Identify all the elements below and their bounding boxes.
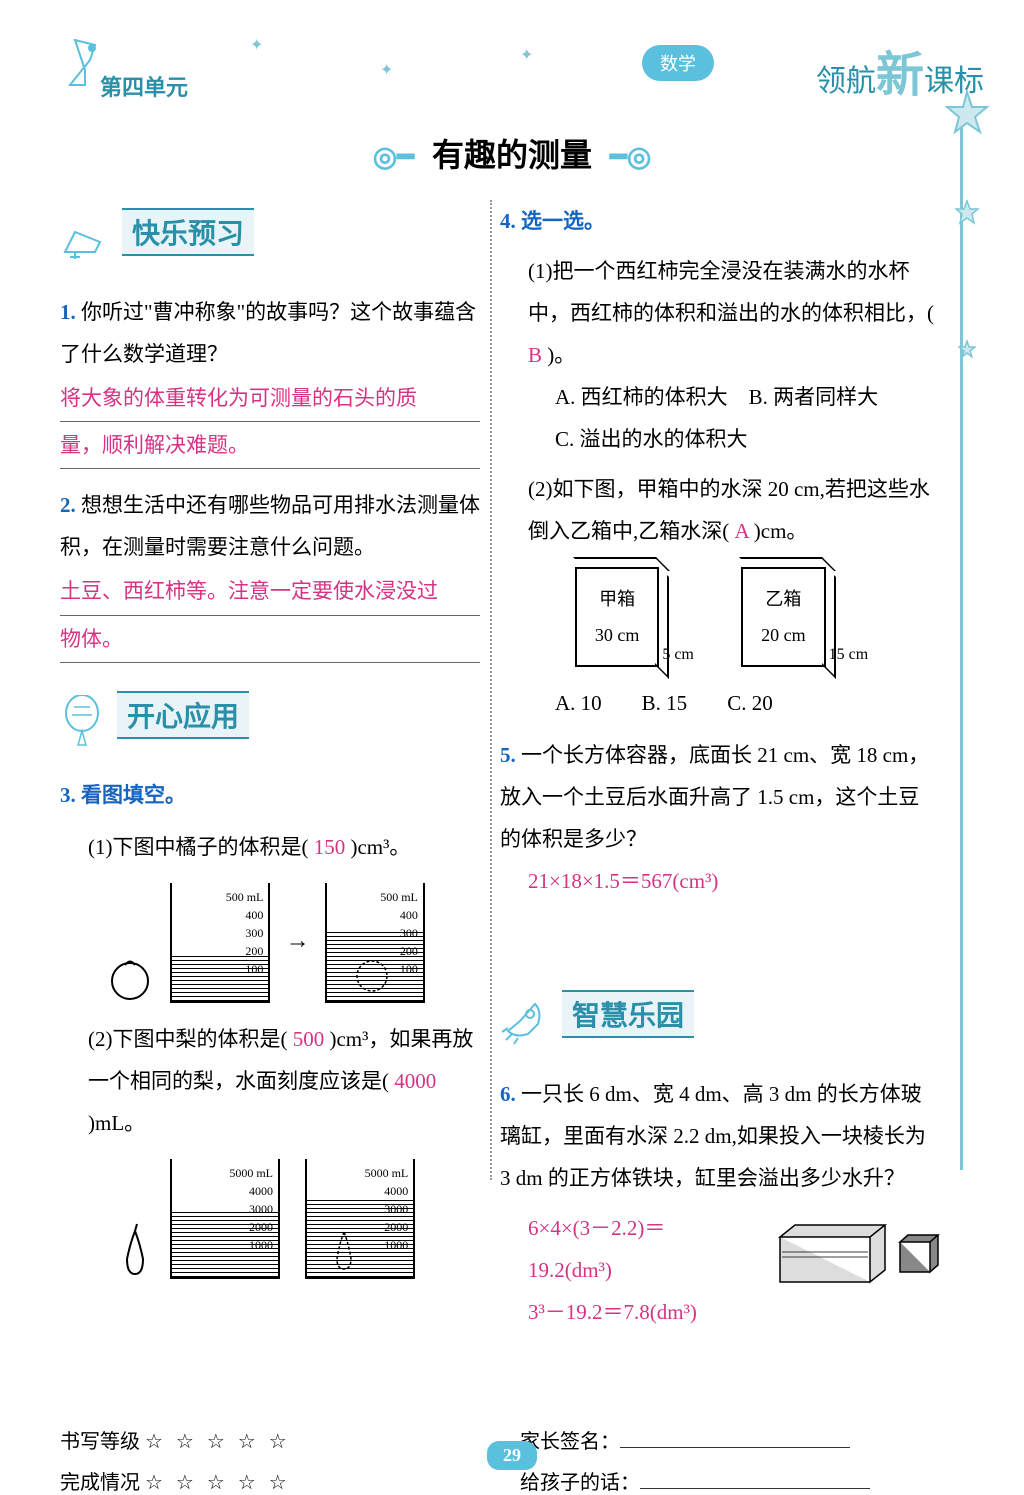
rocket-icon — [500, 996, 550, 1046]
q-num: 2. — [60, 493, 76, 517]
footer-label: 书写等级 — [60, 1431, 140, 1453]
answer: A — [735, 519, 749, 543]
question-1: 1. 你听过"曹冲称象"的故事吗？这个故事蕴含了什么数学道理？ 将大象的体重转化… — [60, 291, 480, 469]
swirl-icon: ━◎ — [610, 140, 651, 174]
section-1: 快乐预习 — [60, 200, 480, 271]
q-num: 3. — [60, 783, 76, 807]
header: 第四单元 数学 领航新课标 ✦ ✦ ✦ — [0, 20, 1024, 90]
option: C. 溢出的水的体积大 — [555, 427, 748, 451]
q-text: (2)下图中梨的体积是( — [88, 1027, 287, 1051]
corner-star-icon — [945, 90, 990, 135]
content: 快乐预习 1. 你听过"曹冲称象"的故事吗？这个故事蕴含了什么数学道理？ 将大象… — [60, 200, 944, 1385]
orange-icon — [105, 943, 155, 1003]
signature-line[interactable] — [620, 1447, 850, 1448]
brand-big: 新 — [876, 49, 924, 102]
question-6: 6. 一只长 6 dm、宽 4 dm、高 3 dm 的长方体玻璃缸，里面有水深 … — [500, 1073, 940, 1333]
subject-badge: 数学 — [642, 45, 714, 81]
answer: 21×18×1.5＝567(cm³) — [528, 869, 718, 893]
answer: 物体。 — [60, 627, 123, 651]
border-frame — [960, 120, 963, 1170]
unit-label: 第四单元 — [100, 70, 188, 102]
answer: 4000 — [394, 1069, 436, 1093]
question-4: 4. 选一选。 (1)把一个西红柿完全浸没在装满水的水杯中，西红柿的体积和溢出的… — [500, 200, 940, 724]
balloon-icon — [60, 695, 105, 750]
option: B. 两者同样大 — [749, 385, 879, 409]
section-3: 智慧乐园 — [500, 982, 940, 1053]
star-icon: ✦ — [380, 60, 393, 80]
q-title: 选一选。 — [521, 209, 605, 233]
box-diagram: 甲箱 30 cm 5 cm 乙箱 20 cm 15 cm — [500, 567, 940, 667]
answer: 土豆、西红柿等。注意一定要使水浸没过 — [60, 579, 438, 603]
box-dim: 20 cm — [761, 625, 806, 645]
answer: 19.2(dm³) — [528, 1258, 612, 1282]
telescope-icon — [60, 217, 110, 262]
pear-icon — [115, 1219, 155, 1279]
tank-cube-icon — [770, 1207, 940, 1302]
box-dim: 15 cm — [829, 646, 869, 663]
swirl-icon: ◎━ — [373, 140, 414, 174]
q-text: )mL。 — [88, 1111, 145, 1135]
section-label: 智慧乐园 — [562, 990, 694, 1038]
q-text: 想想生活中还有哪些物品可用排水法测量体积，在测量时需要注意什么问题。 — [60, 493, 480, 559]
brand-pre: 领航 — [816, 65, 876, 98]
q-title: 看图填空。 — [81, 783, 186, 807]
option: B. 15 — [642, 682, 688, 724]
footer-label: 完成情况 — [60, 1472, 140, 1494]
q-text: (1)下图中橘子的体积是( — [88, 835, 308, 859]
q-text: 一个长方体容器，底面长 21 cm、宽 18 cm，放入一个土豆后水面升高了 1… — [500, 743, 929, 851]
answer: 3³－19.2＝7.8(dm³) — [528, 1300, 697, 1324]
answer: 500 — [293, 1027, 325, 1051]
q-num: 6. — [500, 1082, 516, 1106]
beaker-diagram-2: 5000 mL4000300020001000 5000 mL400030002… — [60, 1159, 480, 1279]
option: A. 西红柿的体积大 — [555, 385, 728, 409]
star-icon: ✦ — [520, 45, 533, 65]
left-column: 快乐预习 1. 你听过"曹冲称象"的故事吗？这个故事蕴含了什么数学道理？ 将大象… — [60, 200, 480, 1294]
answer: B — [528, 343, 542, 367]
page-title: ◎━ 有趣的测量 ━◎ — [0, 130, 1024, 176]
footer-label: 给孩子的话： — [520, 1472, 640, 1494]
option: A. 10 — [555, 682, 602, 724]
section-label: 快乐预习 — [122, 208, 254, 256]
star-icon — [955, 200, 980, 225]
star-rating: ☆ ☆ ☆ ☆ ☆ — [145, 1431, 291, 1453]
star-rating: ☆ ☆ ☆ ☆ ☆ — [145, 1472, 291, 1494]
answer: 150 — [314, 835, 346, 859]
right-column: 4. 选一选。 (1)把一个西红柿完全浸没在装满水的水杯中，西红柿的体积和溢出的… — [500, 200, 940, 1333]
q-text: )cm。 — [754, 519, 808, 543]
answer: 将大象的体重转化为可测量的石头的质 — [60, 386, 417, 410]
q-text: (1)把一个西红柿完全浸没在装满水的水杯中，西红柿的体积和溢出的水的体积相比，( — [528, 259, 934, 325]
question-2: 2. 想想生活中还有哪些物品可用排水法测量体积，在测量时需要注意什么问题。 土豆… — [60, 484, 480, 662]
q-text: 一只长 6 dm、宽 4 dm、高 3 dm 的长方体玻璃缸，里面有水深 2.2… — [500, 1082, 926, 1190]
question-5: 5. 一个长方体容器，底面长 21 cm、宽 18 cm，放入一个土豆后水面升高… — [500, 734, 940, 902]
q-text: 你听过"曹冲称象"的故事吗？这个故事蕴含了什么数学道理？ — [60, 300, 476, 366]
q-text: )。 — [547, 343, 575, 367]
title-text: 有趣的测量 — [432, 137, 592, 173]
section-label: 开心应用 — [117, 691, 249, 739]
message-line[interactable] — [640, 1488, 870, 1489]
box-dim: 30 cm — [595, 625, 640, 645]
section-2: 开心应用 — [60, 683, 480, 754]
box-label: 乙箱 — [765, 589, 801, 609]
question-3: 3. 看图填空。 (1)下图中橘子的体积是( 150 )cm³。 500 mL4… — [60, 774, 480, 1279]
option: C. 20 — [727, 682, 773, 724]
answer: 6×4×(3－2.2)＝ — [528, 1216, 665, 1240]
q-num: 1. — [60, 300, 76, 324]
beaker-diagram-1: 500 mL400300200100 → 500 mL400300200100 — [60, 883, 480, 1003]
q-text: (2)如下图，甲箱中的水深 20 cm,若把这些水倒入乙箱中,乙箱水深( — [528, 477, 930, 543]
star-icon — [958, 340, 976, 358]
q-text: )cm³。 — [350, 835, 410, 859]
column-divider — [490, 200, 492, 1180]
star-icon: ✦ — [250, 35, 263, 55]
q-num: 5. — [500, 743, 516, 767]
box-dim: 5 cm — [662, 646, 694, 663]
answer: 量，顺利解决难题。 — [60, 433, 249, 457]
page-number: 29 — [487, 1441, 537, 1470]
q-num: 4. — [500, 209, 516, 233]
box-label: 甲箱 — [599, 589, 635, 609]
